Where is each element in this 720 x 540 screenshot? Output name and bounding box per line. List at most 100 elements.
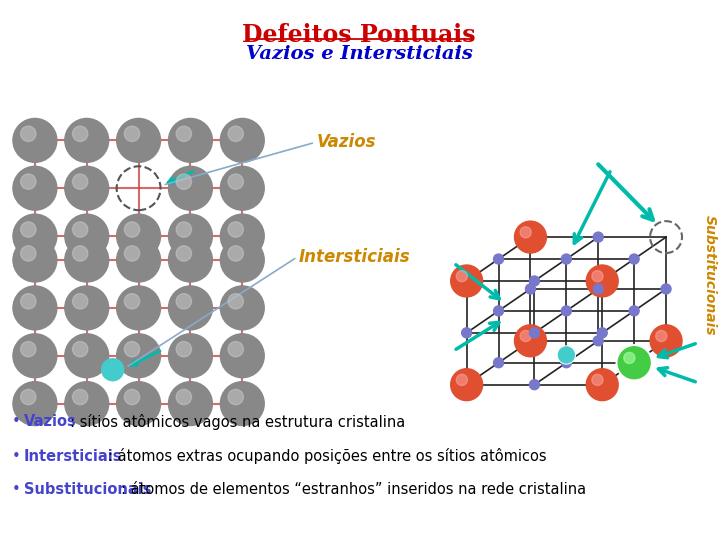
Circle shape <box>125 222 140 237</box>
Text: Vazios e Intersticiais: Vazios e Intersticiais <box>246 45 472 63</box>
Circle shape <box>176 294 192 309</box>
Circle shape <box>629 254 639 264</box>
Circle shape <box>650 325 682 357</box>
Circle shape <box>176 126 192 141</box>
Circle shape <box>13 214 57 258</box>
Circle shape <box>13 118 57 163</box>
Circle shape <box>451 369 482 401</box>
Circle shape <box>73 174 88 190</box>
Circle shape <box>593 284 603 294</box>
Circle shape <box>21 341 36 357</box>
Circle shape <box>168 214 212 258</box>
Circle shape <box>493 357 503 368</box>
Circle shape <box>220 214 264 258</box>
Circle shape <box>117 118 161 163</box>
Circle shape <box>520 330 531 342</box>
Circle shape <box>493 254 503 264</box>
Circle shape <box>125 246 140 261</box>
Circle shape <box>13 238 57 282</box>
Circle shape <box>168 286 212 330</box>
Circle shape <box>493 306 503 316</box>
Circle shape <box>125 294 140 309</box>
Circle shape <box>168 166 212 210</box>
Circle shape <box>176 222 192 237</box>
Circle shape <box>220 166 264 210</box>
Circle shape <box>117 334 161 377</box>
Circle shape <box>13 334 57 377</box>
Circle shape <box>624 353 635 363</box>
Circle shape <box>102 359 124 381</box>
Circle shape <box>593 336 603 346</box>
Circle shape <box>220 382 264 426</box>
Text: •: • <box>12 449 21 464</box>
Circle shape <box>598 328 607 338</box>
Circle shape <box>586 369 618 401</box>
Circle shape <box>117 286 161 330</box>
Circle shape <box>228 389 243 404</box>
Circle shape <box>176 341 192 357</box>
Circle shape <box>228 341 243 357</box>
Text: : sítios atômicos vagos na estrutura cristalina: : sítios atômicos vagos na estrutura cri… <box>70 414 405 429</box>
Circle shape <box>176 389 192 404</box>
Circle shape <box>13 382 57 426</box>
Circle shape <box>520 227 531 238</box>
Circle shape <box>176 246 192 261</box>
Text: Intersticiais: Intersticiais <box>24 449 122 464</box>
Circle shape <box>176 174 192 190</box>
Circle shape <box>592 374 603 386</box>
Circle shape <box>125 341 140 357</box>
Circle shape <box>515 325 546 357</box>
Circle shape <box>117 238 161 282</box>
Text: •: • <box>12 482 21 497</box>
Circle shape <box>13 166 57 210</box>
Circle shape <box>629 306 639 316</box>
Circle shape <box>21 389 36 404</box>
Circle shape <box>661 284 671 294</box>
Circle shape <box>65 382 109 426</box>
Circle shape <box>65 334 109 377</box>
Circle shape <box>65 286 109 330</box>
Circle shape <box>592 271 603 282</box>
Circle shape <box>73 389 88 404</box>
Circle shape <box>220 286 264 330</box>
Circle shape <box>462 328 472 338</box>
Circle shape <box>456 271 467 282</box>
Circle shape <box>117 382 161 426</box>
Circle shape <box>557 346 575 364</box>
Circle shape <box>451 265 482 297</box>
Circle shape <box>73 126 88 141</box>
Circle shape <box>168 238 212 282</box>
Circle shape <box>65 214 109 258</box>
Circle shape <box>586 265 618 297</box>
Circle shape <box>21 222 36 237</box>
Circle shape <box>65 166 109 210</box>
Circle shape <box>228 174 243 190</box>
Circle shape <box>559 347 575 363</box>
Circle shape <box>21 174 36 190</box>
Circle shape <box>125 389 140 404</box>
Text: Substitucionais: Substitucionais <box>24 482 151 497</box>
Circle shape <box>656 330 667 342</box>
Circle shape <box>73 341 88 357</box>
Circle shape <box>529 276 539 286</box>
Circle shape <box>21 294 36 309</box>
Circle shape <box>228 126 243 141</box>
Circle shape <box>618 347 650 379</box>
Circle shape <box>456 374 467 386</box>
Text: •: • <box>12 414 21 429</box>
Text: : átomos de elementos “estranhos” inseridos na rede cristalina: : átomos de elementos “estranhos” inseri… <box>121 482 586 497</box>
Circle shape <box>73 246 88 261</box>
Circle shape <box>593 232 603 242</box>
Circle shape <box>73 222 88 237</box>
Text: Defeitos Pontuais: Defeitos Pontuais <box>242 23 476 47</box>
Circle shape <box>65 238 109 282</box>
Circle shape <box>220 238 264 282</box>
Circle shape <box>515 221 546 253</box>
Circle shape <box>168 118 212 163</box>
Circle shape <box>21 246 36 261</box>
Circle shape <box>529 328 539 338</box>
Circle shape <box>562 357 572 368</box>
Text: Vazios: Vazios <box>317 133 377 151</box>
Circle shape <box>562 306 572 316</box>
Circle shape <box>220 118 264 163</box>
